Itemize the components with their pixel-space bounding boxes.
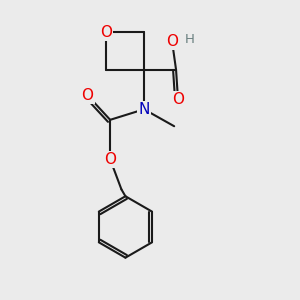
Text: O: O xyxy=(172,92,184,107)
Text: O: O xyxy=(104,152,116,167)
Text: O: O xyxy=(100,25,112,40)
Text: N: N xyxy=(138,102,150,117)
Text: H: H xyxy=(184,33,194,46)
Text: O: O xyxy=(82,88,94,103)
Text: O: O xyxy=(166,34,178,49)
